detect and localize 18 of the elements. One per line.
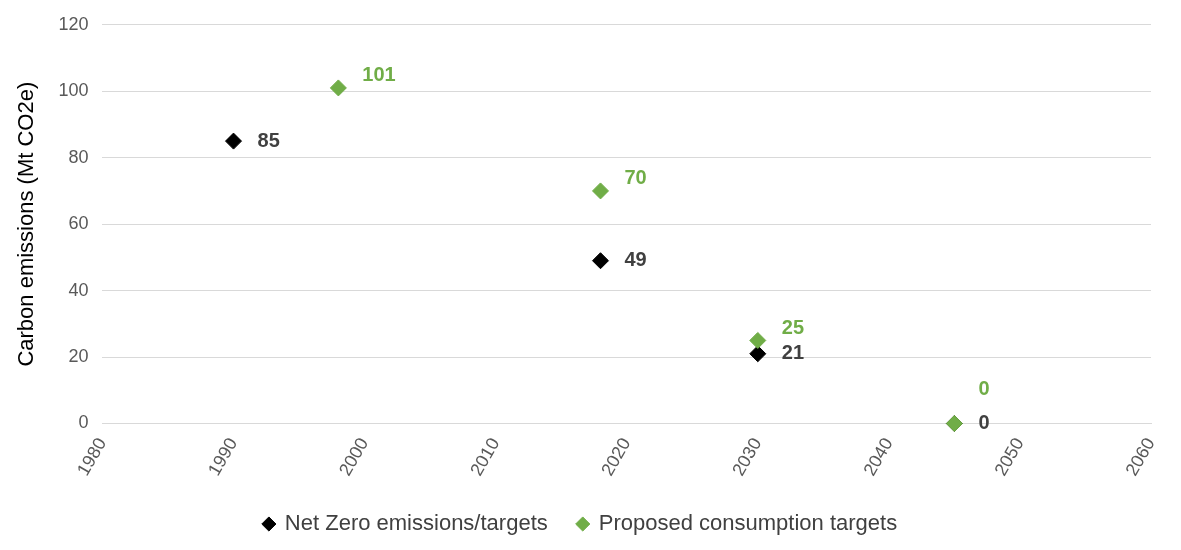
legend-label: Net Zero emissions/targets bbox=[284, 510, 548, 536]
data-label: 70 bbox=[624, 166, 647, 189]
y-tick-label: 80 bbox=[68, 146, 89, 167]
y-tick-label: 40 bbox=[68, 279, 89, 300]
y-tick-label: 20 bbox=[68, 346, 89, 367]
y-tick-label: 100 bbox=[58, 80, 89, 101]
data-label: 85 bbox=[257, 128, 280, 151]
data-label: 49 bbox=[624, 248, 647, 271]
data-label: 0 bbox=[978, 377, 990, 400]
y-tick-label: 60 bbox=[68, 213, 89, 234]
y-tick-label: 0 bbox=[78, 412, 89, 433]
data-label: 21 bbox=[781, 341, 805, 364]
data-label: 101 bbox=[362, 63, 396, 86]
legend-label: Proposed consumption targets bbox=[598, 510, 898, 536]
data-label: 25 bbox=[781, 315, 805, 338]
data-label: 0 bbox=[978, 411, 990, 434]
y-axis-title: Carbon emissions (Mt CO2e) bbox=[13, 81, 39, 367]
y-tick-label: 120 bbox=[58, 13, 89, 34]
